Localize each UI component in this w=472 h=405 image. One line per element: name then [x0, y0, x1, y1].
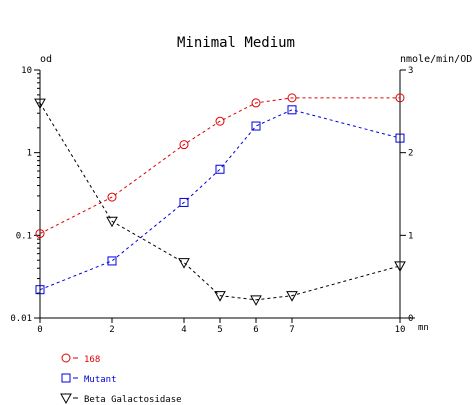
y-left-tick-label: 10	[21, 66, 32, 76]
y-left-tick-label: 1	[27, 149, 32, 159]
data-point	[250, 295, 262, 306]
x-axis-label: mn	[418, 323, 429, 333]
series-line	[39, 109, 401, 291]
legend-label: 168	[84, 355, 100, 365]
series-line	[39, 102, 401, 301]
data-point	[179, 140, 189, 150]
y-right-axis-label: nmole/min/OD	[400, 54, 472, 65]
data-point	[215, 116, 225, 126]
y-right-tick-label: 1	[408, 231, 413, 241]
x-tick-label: 0	[37, 325, 42, 335]
data-point	[106, 216, 118, 228]
y-left-axis-label: od	[40, 54, 52, 65]
data-point	[35, 229, 45, 239]
legend-item: Mutant	[61, 373, 117, 385]
data-point	[34, 98, 46, 110]
data-point	[251, 98, 261, 108]
data-point	[107, 256, 117, 266]
legend-item: Beta Galactosidase	[60, 393, 182, 405]
legend: 168 Mutant Beta Galactosidase	[60, 353, 182, 405]
data-point	[394, 261, 406, 272]
series-beta-galactosidase	[34, 98, 406, 306]
y-right-tick-label: 0	[408, 314, 413, 324]
data-point	[179, 197, 189, 207]
series-layer	[34, 93, 406, 306]
data-point	[395, 133, 405, 143]
legend-marker	[61, 373, 71, 383]
data-point	[215, 164, 225, 174]
legend-label: Mutant	[84, 375, 117, 385]
legend-marker	[60, 393, 72, 405]
y-right-tick-label: 3	[408, 66, 413, 76]
x-tick-label: 5	[217, 325, 222, 335]
data-point	[287, 105, 297, 115]
data-point	[395, 93, 405, 103]
x-tick-label: 7	[289, 325, 294, 335]
x-tick-label: 4	[181, 325, 186, 335]
legend-item: 168	[61, 353, 100, 365]
x-tick-label: 2	[109, 325, 114, 335]
chart-title: Minimal Medium	[177, 35, 295, 51]
y-left-tick-label: 0.1	[16, 231, 32, 241]
data-point	[35, 285, 45, 295]
data-point	[178, 258, 190, 269]
data-point	[251, 121, 261, 131]
y-right-tick-label: 2	[408, 149, 413, 159]
legend-label: Beta Galactosidase	[84, 395, 182, 405]
legend-marker	[61, 353, 71, 363]
series-mutant	[35, 105, 405, 295]
data-point	[107, 192, 117, 202]
series-168	[35, 93, 405, 239]
x-tick-label: 10	[395, 325, 406, 335]
y-left-tick-label: 0.01	[10, 314, 32, 324]
data-point	[287, 93, 297, 103]
series-line	[39, 97, 400, 235]
data-point	[286, 291, 298, 302]
data-point	[214, 291, 226, 302]
x-tick-label: 6	[253, 325, 258, 335]
